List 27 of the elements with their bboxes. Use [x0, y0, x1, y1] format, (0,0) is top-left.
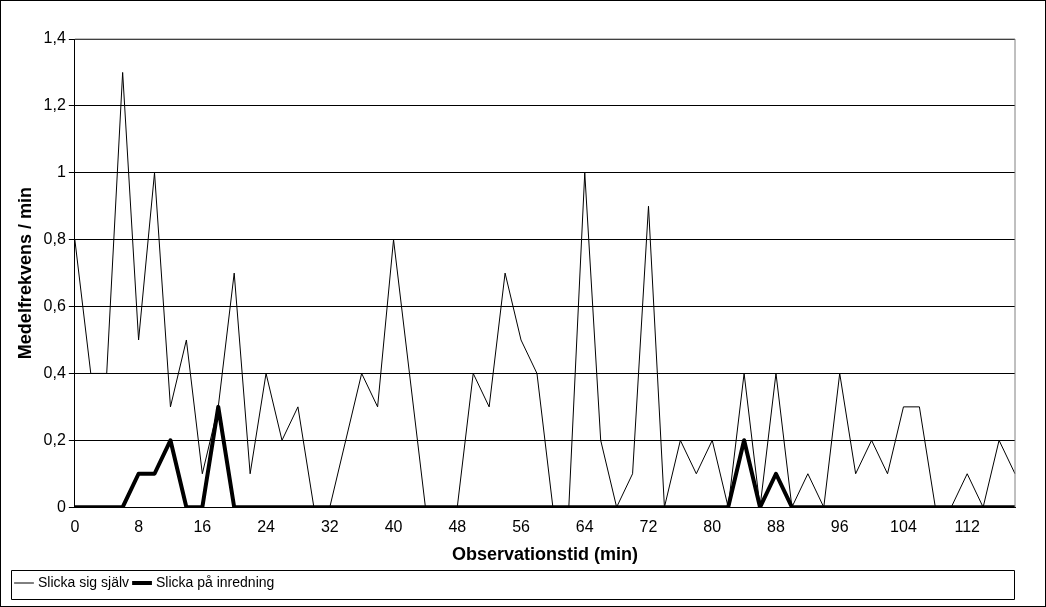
x-tick-label: 88 — [767, 518, 785, 536]
y-tick-label: 1,4 — [43, 29, 66, 47]
x-tick-label: 64 — [575, 518, 594, 536]
x-tick-label: 24 — [257, 518, 276, 536]
y-tick-label: 1 — [56, 163, 66, 181]
x-tick-label: 8 — [134, 518, 144, 536]
x-tick-label: 96 — [830, 518, 849, 536]
legend-label: Slicka sig själv — [38, 573, 130, 590]
x-tick-label: 0 — [70, 518, 80, 536]
legend-label: Slicka på inredning — [156, 573, 275, 590]
y-tick-label: 0,8 — [43, 230, 66, 248]
x-tick-label: 56 — [512, 518, 531, 536]
x-tick-label: 32 — [320, 518, 339, 536]
y-axis-title: Medelfrekvens / min — [14, 187, 35, 360]
y-tick-label: 1,2 — [43, 96, 66, 114]
x-tick-label: 16 — [193, 518, 212, 536]
x-tick-label: 112 — [954, 518, 981, 536]
y-tick-label: 0,6 — [43, 296, 66, 314]
x-axis-title: Observationstid (min) — [451, 544, 638, 565]
y-tick-label: 0 — [56, 497, 66, 515]
x-tick-label: 48 — [448, 518, 467, 536]
x-tick-label: 80 — [703, 518, 722, 536]
x-tick-label: 104 — [890, 518, 917, 536]
x-tick-label: 40 — [384, 518, 403, 536]
y-tick-label: 0,2 — [43, 430, 66, 448]
x-tick-label: 72 — [639, 518, 658, 536]
y-tick-label: 0,4 — [43, 363, 66, 381]
